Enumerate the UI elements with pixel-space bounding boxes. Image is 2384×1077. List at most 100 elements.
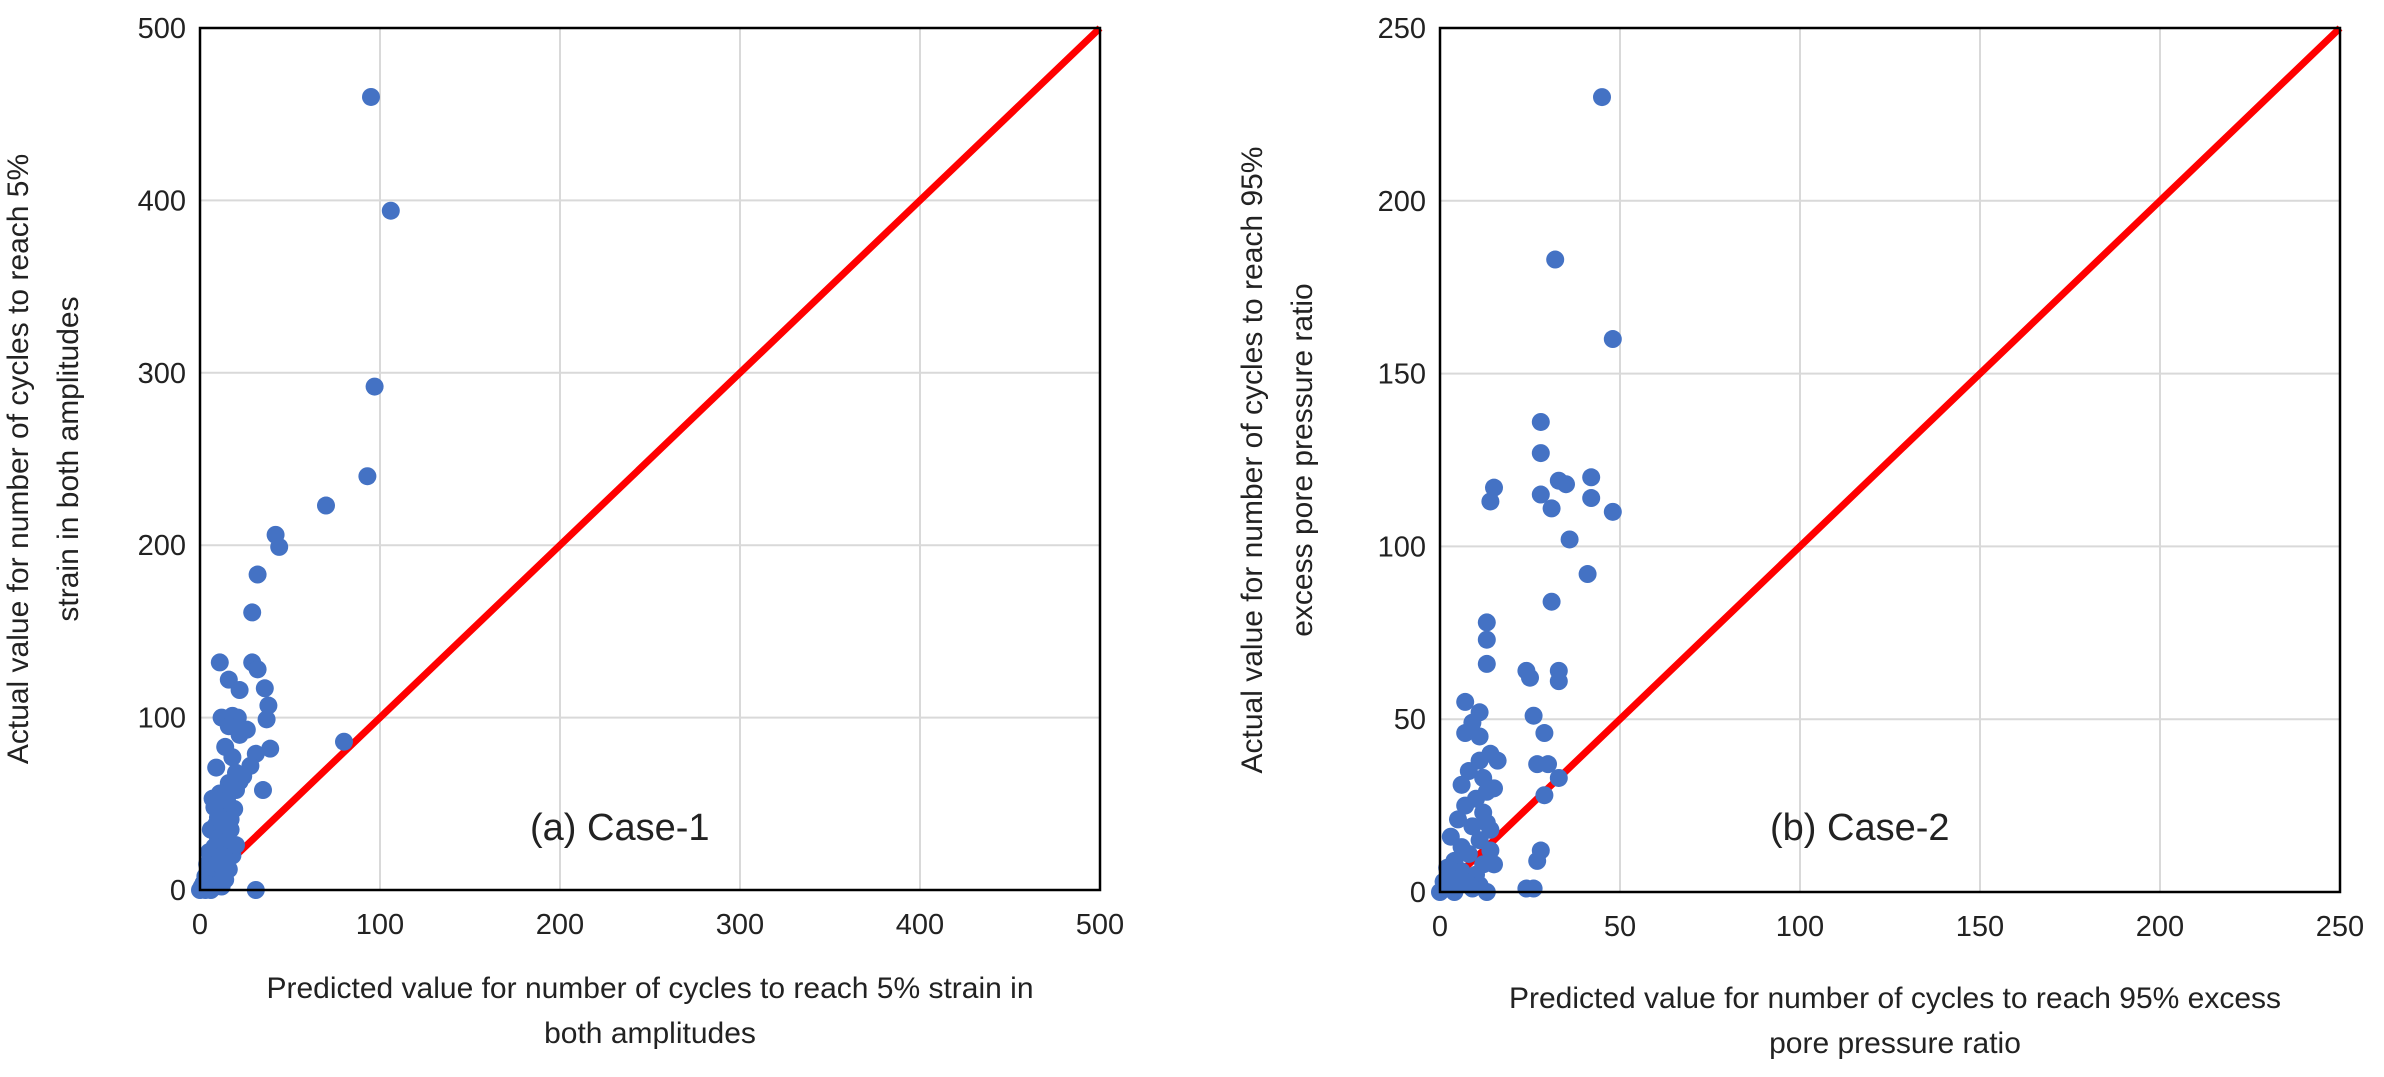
plot-frame (198, 26, 1102, 892)
x-tick-label: 100 (356, 909, 404, 941)
x-axis-label: pore pressure ratio (1769, 1027, 2021, 1060)
x-tick-label: 200 (536, 909, 584, 941)
data-point (1524, 879, 1543, 898)
x-axis-label: Predicted value for number of cycles to … (266, 972, 1033, 1005)
y-axis-label: excess pore pressure ratio (1286, 283, 1319, 637)
x-axis-label: Predicted value for number of cycles to … (1509, 982, 2281, 1015)
y-tick-label: 100 (1378, 531, 1426, 563)
data-point (230, 681, 249, 700)
data-point (1531, 444, 1550, 463)
data-point (1549, 672, 1568, 691)
data-point (1463, 817, 1482, 836)
data-point (223, 748, 242, 767)
plot-frame (1438, 26, 2342, 894)
data-point (317, 496, 335, 515)
data-point (1481, 492, 1500, 511)
data-point (270, 537, 289, 556)
data-point (1485, 478, 1503, 497)
data-point (214, 855, 233, 874)
case-annotation: (a) Case-1 (530, 807, 710, 849)
data-point (1578, 565, 1597, 584)
y-axis-label: strain in both amplitudes (52, 296, 85, 621)
data-point (1456, 796, 1475, 815)
data-point (1477, 613, 1496, 632)
data-point (1470, 727, 1489, 746)
data-point (1456, 724, 1475, 743)
data-point (248, 660, 267, 679)
data-point (1542, 592, 1561, 611)
y-tick-label: 150 (1378, 359, 1426, 391)
data-point (1528, 851, 1547, 870)
x-tick-label: 50 (1604, 911, 1636, 943)
data-point (381, 201, 400, 220)
data-point (1603, 330, 1622, 349)
y-tick-label: 500 (138, 13, 186, 45)
data-point (1456, 692, 1475, 711)
data-point (1477, 813, 1496, 832)
data-point (365, 377, 384, 396)
data-point (1481, 841, 1500, 860)
data-point (248, 565, 267, 584)
data-point (257, 710, 276, 729)
data-point (243, 603, 262, 622)
y-tick-label: 50 (1394, 704, 1426, 736)
data-point (1557, 475, 1575, 494)
data-point (1477, 630, 1496, 649)
y-axis-label: Actual value for number of cycles to rea… (1236, 147, 1269, 774)
data-point (1535, 724, 1554, 743)
data-point (207, 758, 226, 777)
data-point (1582, 468, 1601, 487)
data-point (1542, 499, 1561, 518)
y-tick-label: 100 (138, 703, 186, 735)
data-point (335, 732, 353, 751)
data-point (254, 781, 272, 800)
x-tick-label: 250 (2316, 911, 2364, 943)
x-axis-label: both amplitudes (544, 1017, 756, 1050)
data-point (1477, 654, 1496, 673)
x-tick-label: 300 (716, 909, 764, 941)
data-point (1560, 530, 1579, 549)
data-point (1539, 755, 1557, 774)
data-point (1449, 810, 1467, 829)
data-point (358, 467, 377, 486)
x-tick-label: 150 (1956, 911, 2004, 943)
data-point (1485, 779, 1503, 798)
data-point (230, 725, 249, 744)
y-tick-label: 250 (1378, 13, 1426, 45)
reference-line-1-to-1 (197, 25, 1103, 893)
data-point (1459, 762, 1478, 781)
data-point (227, 836, 245, 855)
data-point (1546, 250, 1565, 269)
data-point (362, 87, 380, 106)
y-tick-label: 400 (138, 185, 186, 217)
panel-b-case-2: 0 50 100 150 200 250 0 50 100 150 200 250 Predicted … (1236, 13, 2364, 1060)
data-point (1452, 775, 1471, 794)
data-point (1582, 489, 1601, 508)
y-tick-label: 200 (138, 530, 186, 562)
data-point (1521, 668, 1539, 687)
data-point (210, 653, 229, 672)
data-point (1485, 855, 1503, 874)
panel-a-case-1: 0 100 200 300 400 500 0 100 200 300 400 500 Predicte… (2, 13, 1124, 1050)
data-point (1531, 412, 1550, 431)
case-annotation: (b) Case-2 (1770, 807, 1950, 849)
x-tick-label: 400 (896, 909, 944, 941)
y-axis-label: Actual value for number of cycles to rea… (2, 154, 35, 764)
data-point (261, 739, 280, 758)
x-tick-label: 100 (1776, 911, 1824, 943)
y-tick-label: 300 (138, 358, 186, 390)
y-tick-label: 0 (1410, 877, 1426, 909)
data-point (221, 820, 240, 839)
x-tick-label: 200 (2136, 911, 2184, 943)
data-point (1459, 844, 1478, 863)
data-point (1549, 768, 1568, 787)
data-point (1488, 751, 1507, 770)
y-tick-label: 0 (170, 875, 186, 907)
data-point (255, 679, 274, 698)
data-point (1535, 786, 1554, 805)
reference-line-1-to-1 (1437, 25, 2343, 895)
data-point (1603, 502, 1622, 521)
x-tick-label: 0 (192, 909, 208, 941)
data-point (259, 696, 278, 715)
